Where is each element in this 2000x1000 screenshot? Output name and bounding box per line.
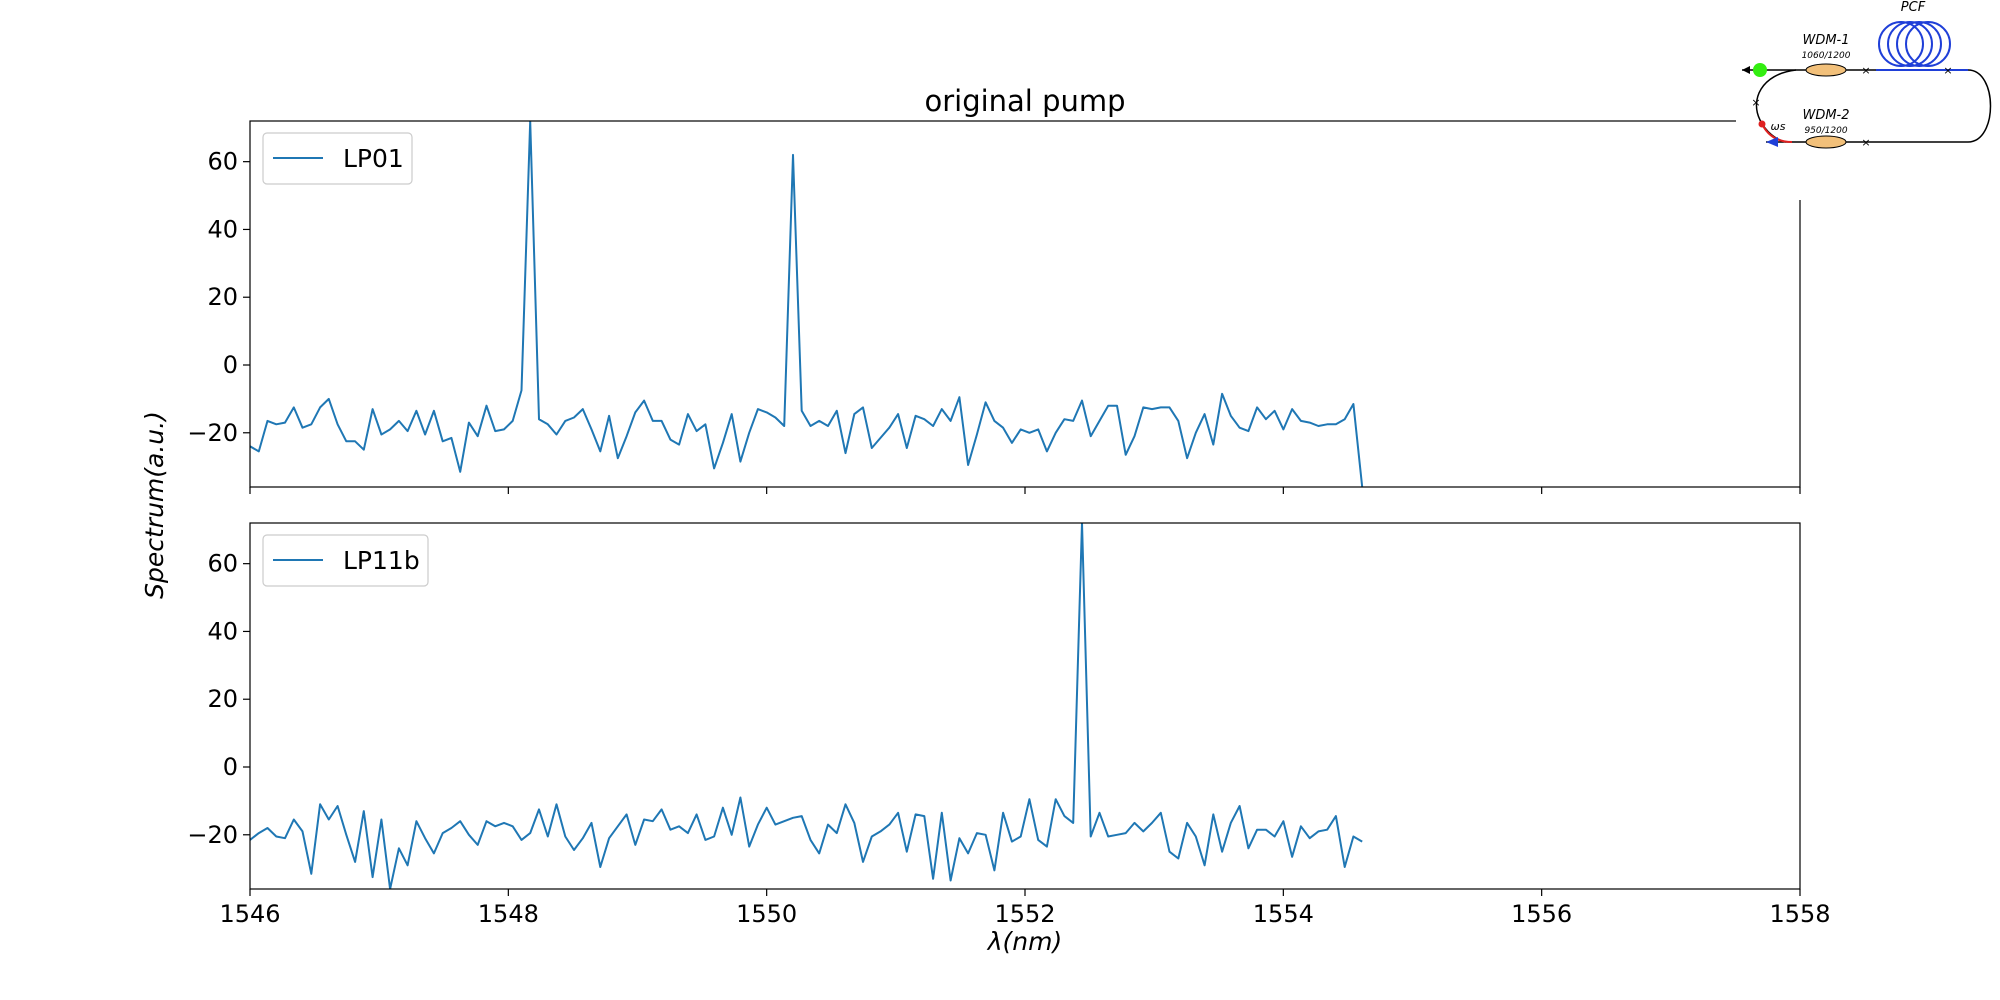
legend-label: LP11b: [343, 546, 420, 575]
x-tick-label: 1558: [1769, 900, 1830, 928]
y-tick-label: 0: [223, 351, 238, 379]
y-tick-label: 40: [207, 215, 238, 243]
wdm2-label: WDM-2: [1802, 108, 1849, 123]
y-axis-label: Spectrum(a.u.): [140, 411, 169, 599]
x-tick-label: 1548: [478, 900, 539, 928]
signal-dot: [1758, 120, 1766, 128]
signal-arrow-icon: [1766, 137, 1778, 147]
y-tick-label: 40: [207, 617, 238, 645]
pcf-coil-icon: [1878, 21, 1951, 67]
legend-lp11b: LP11b: [262, 534, 429, 587]
output-arrow-icon: [1742, 66, 1750, 74]
pump-source-dot: [1753, 63, 1767, 77]
legend-label: LP01: [343, 144, 404, 173]
series-line-lp11b: [250, 523, 1363, 889]
fiber-loop: [1766, 69, 1992, 143]
omega-label: ωs: [1771, 120, 1786, 133]
series-line-lp01: [250, 121, 1364, 487]
wdm1-label: WDM-1: [1802, 33, 1849, 48]
panel-lp01: −20 0 20 40 60 LP01: [187, 120, 1801, 494]
x-axis-label: λ(nm): [986, 927, 1063, 956]
y-tick-label: 60: [207, 148, 238, 176]
chart-title: original pump: [924, 84, 1125, 118]
x-tick-label: 1546: [219, 900, 280, 928]
x-tick-label: 1554: [1253, 900, 1314, 928]
legend-lp01: LP01: [262, 132, 413, 185]
x-tick-label: 1552: [994, 900, 1055, 928]
pcf-label: PCF: [1901, 0, 1926, 15]
y-tick-label: 20: [207, 283, 238, 311]
wdm2-spec: 950/1200: [1804, 126, 1847, 136]
wdm1-spec: 1060/1200: [1802, 51, 1851, 61]
legend-box: [262, 132, 413, 185]
y-tick-label: −20: [187, 419, 238, 447]
wdm1-coupler: [1805, 63, 1847, 77]
y-tick-label: −20: [187, 821, 238, 849]
legend-box: [262, 534, 429, 587]
x-tick-label: 1556: [1511, 900, 1572, 928]
panel-lp11b: −20 0 20 40 60 1546 1548 1550 1552 1554 1556 1558 LP…: [187, 522, 1831, 928]
x-tick-label: 1550: [736, 900, 797, 928]
splice-mark: ×: [1861, 64, 1870, 77]
setup-diagram-inset: PCF WDM-1 1060/1200 × × × × WDM-2 950/12…: [1736, 0, 2000, 200]
y-tick-label: 60: [207, 550, 238, 578]
wdm2-coupler: [1805, 135, 1847, 149]
splice-mark-2: ×: [1943, 64, 1952, 77]
splice-mark-4: ×: [1861, 136, 1870, 149]
y-tick-label: 0: [223, 753, 238, 781]
splice-mark-3: ×: [1751, 96, 1760, 109]
y-tick-label: 20: [207, 685, 238, 713]
